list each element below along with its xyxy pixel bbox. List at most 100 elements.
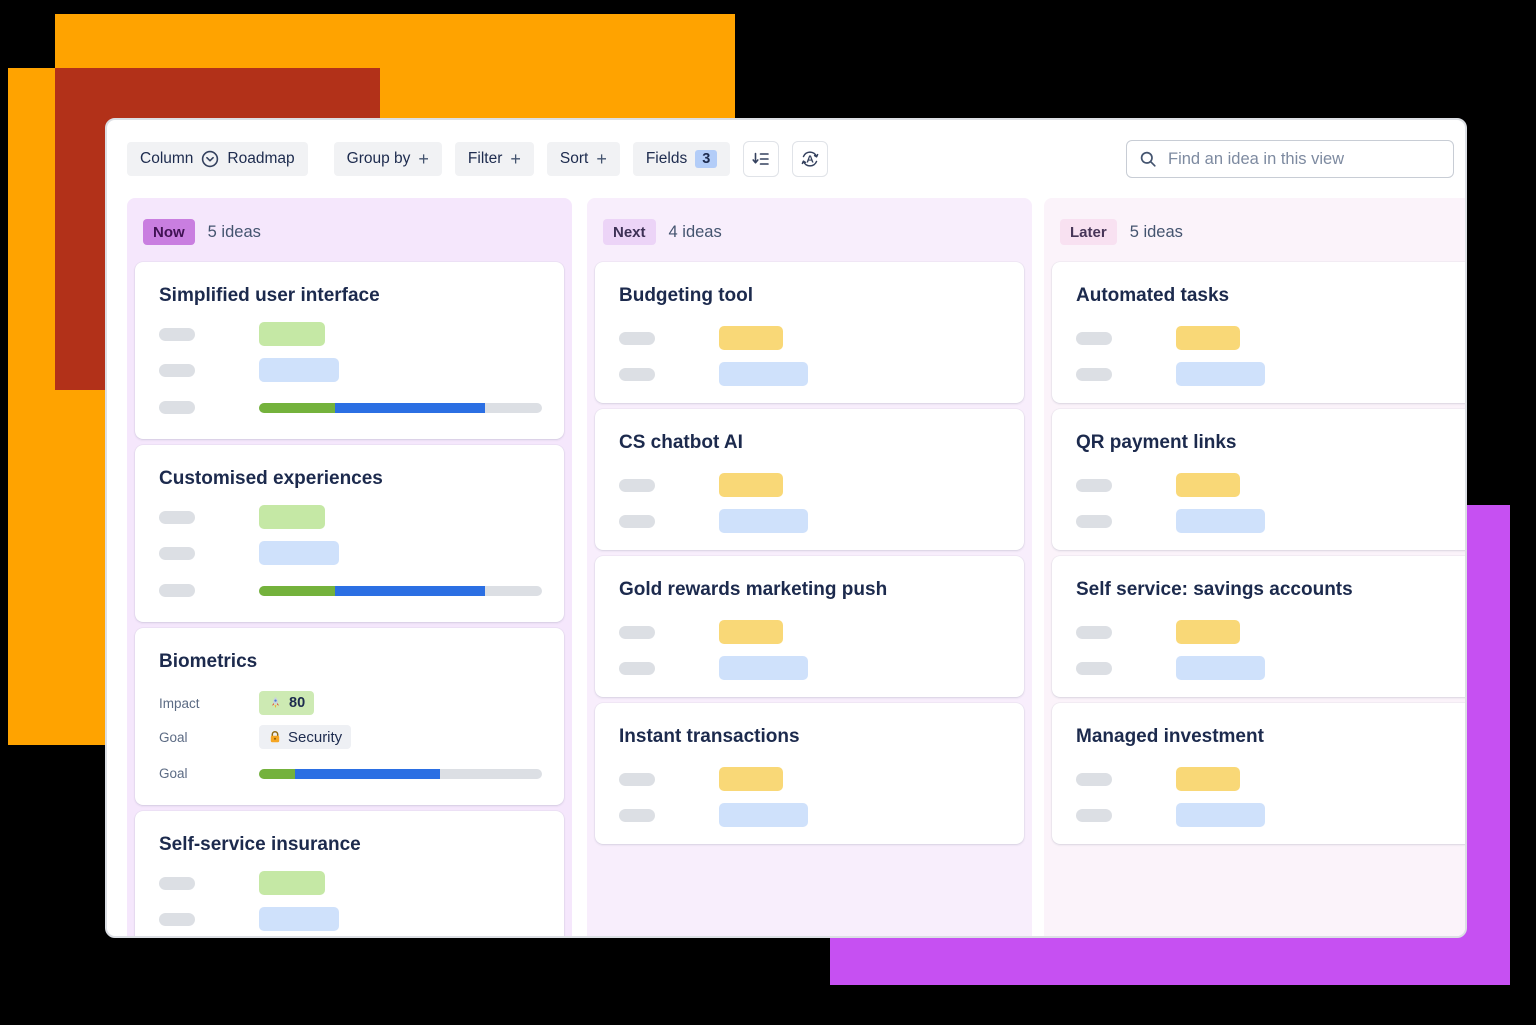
skeleton-row bbox=[159, 505, 540, 529]
field-label-placeholder bbox=[619, 772, 655, 786]
blue-value-pill bbox=[1176, 656, 1265, 680]
alphabetical-sort-button[interactable]: A bbox=[792, 141, 829, 177]
column-header: Now 5 ideas bbox=[127, 198, 572, 262]
idea-card-biometrics[interactable]: Biometrics Impact bbox=[135, 628, 564, 805]
blue-value-pill bbox=[259, 358, 339, 382]
skeleton-row bbox=[619, 767, 1000, 791]
blue-value-pill bbox=[259, 907, 339, 931]
skeleton-row bbox=[619, 362, 1000, 386]
idea-card[interactable]: Automated tasks bbox=[1052, 262, 1465, 403]
idea-title: Simplified user interface bbox=[159, 285, 380, 306]
idea-card[interactable]: Simplified user interface bbox=[135, 262, 564, 439]
idea-card[interactable]: Customised experiences bbox=[135, 445, 564, 622]
field-label-placeholder bbox=[619, 661, 655, 675]
group-by-label: Group by bbox=[346, 150, 411, 167]
goal-badge: Security bbox=[259, 725, 352, 749]
yellow-value-pill bbox=[719, 326, 783, 350]
card-layout-button[interactable] bbox=[743, 141, 780, 177]
fields-button[interactable]: Fields 3 bbox=[632, 142, 731, 176]
column-header: Later 5 ideas bbox=[1044, 198, 1465, 262]
lock-icon bbox=[268, 730, 282, 744]
skeleton-row bbox=[1076, 803, 1457, 827]
rocket-icon bbox=[268, 696, 283, 711]
idea-title: Budgeting tool bbox=[619, 285, 754, 306]
field-label-placeholder bbox=[619, 625, 655, 639]
column-label: Column bbox=[140, 150, 194, 167]
impact-score-badge: 80 bbox=[259, 691, 315, 715]
field-label: Goal bbox=[159, 766, 188, 781]
idea-card[interactable]: Budgeting tool bbox=[595, 262, 1024, 403]
field-label-placeholder bbox=[1076, 367, 1112, 381]
skeleton-row bbox=[159, 322, 540, 346]
blue-value-pill bbox=[1176, 509, 1265, 533]
yellow-value-pill bbox=[1176, 473, 1240, 497]
status-badge-later: Later bbox=[1060, 219, 1117, 245]
row-height-icon bbox=[751, 149, 771, 169]
field-label-placeholder bbox=[159, 327, 195, 341]
green-value-pill bbox=[259, 322, 325, 346]
skeleton-row bbox=[1076, 473, 1457, 497]
field-label-placeholder bbox=[159, 876, 195, 890]
field-row: Goal bbox=[159, 766, 542, 781]
yellow-value-pill bbox=[719, 767, 783, 791]
blue-value-pill bbox=[259, 541, 339, 565]
idea-card[interactable]: CS chatbot AI bbox=[595, 409, 1024, 550]
blue-value-pill bbox=[1176, 803, 1265, 827]
progress-bar bbox=[259, 585, 542, 596]
goal-value: Security bbox=[288, 728, 343, 746]
skeleton-row bbox=[619, 620, 1000, 644]
skeleton-row bbox=[159, 541, 540, 565]
fields-label: Fields bbox=[645, 150, 688, 167]
skeleton-row bbox=[619, 803, 1000, 827]
blue-value-pill bbox=[719, 362, 808, 386]
idea-card[interactable]: Instant transactions bbox=[595, 703, 1024, 844]
idea-title: Gold rewards marketing push bbox=[619, 579, 888, 600]
skeleton-row bbox=[619, 326, 1000, 350]
field-label-placeholder bbox=[619, 478, 655, 492]
group-by-button[interactable]: Group by + bbox=[333, 142, 442, 176]
status-badge-now: Now bbox=[143, 219, 195, 245]
skeleton-row bbox=[1076, 326, 1457, 350]
filter-button[interactable]: Filter + bbox=[454, 142, 534, 176]
search-input[interactable] bbox=[1166, 148, 1441, 170]
blue-value-pill bbox=[719, 509, 808, 533]
idea-card[interactable]: Self service: savings accounts bbox=[1052, 556, 1465, 697]
field-label-placeholder bbox=[1076, 331, 1112, 345]
idea-card[interactable]: Managed investment bbox=[1052, 703, 1465, 844]
field-label-placeholder bbox=[619, 514, 655, 528]
idea-title: Self-service insurance bbox=[159, 834, 361, 855]
field-label-placeholder bbox=[1076, 772, 1112, 786]
plus-icon: + bbox=[418, 149, 429, 169]
deco-orange-rect-left bbox=[8, 68, 55, 745]
field-label-placeholder bbox=[1076, 514, 1112, 528]
skeleton-row bbox=[1076, 362, 1457, 386]
idea-count: 4 ideas bbox=[668, 222, 722, 241]
yellow-value-pill bbox=[1176, 767, 1240, 791]
field-row: Impact 80 bbox=[159, 691, 540, 715]
field-label-placeholder bbox=[1076, 625, 1112, 639]
idea-card[interactable]: QR payment links bbox=[1052, 409, 1465, 550]
column-view-selector[interactable]: Column Roadmap bbox=[127, 142, 308, 176]
column-next: Next 4 ideas Budgeting tool CS chatbot A… bbox=[587, 198, 1032, 936]
sort-button[interactable]: Sort + bbox=[546, 142, 620, 176]
skeleton-row bbox=[1076, 656, 1457, 680]
search-icon bbox=[1139, 150, 1157, 168]
chevron-down-circle-icon bbox=[201, 150, 219, 168]
skeleton-row bbox=[159, 584, 542, 597]
green-value-pill bbox=[259, 871, 325, 895]
idea-card[interactable]: Self-service insurance bbox=[135, 811, 564, 936]
yellow-value-pill bbox=[1176, 620, 1240, 644]
yellow-value-pill bbox=[719, 473, 783, 497]
green-value-pill bbox=[259, 505, 325, 529]
idea-title: QR payment links bbox=[1076, 432, 1237, 453]
idea-title: CS chatbot AI bbox=[619, 432, 743, 453]
field-label-placeholder bbox=[1076, 661, 1112, 675]
progress-bar bbox=[259, 402, 542, 413]
skeleton-row bbox=[1076, 509, 1457, 533]
fields-count-badge: 3 bbox=[695, 150, 718, 168]
idea-card[interactable]: Gold rewards marketing push bbox=[595, 556, 1024, 697]
field-label-placeholder bbox=[159, 401, 195, 414]
search-box[interactable] bbox=[1126, 140, 1454, 178]
field-label: Goal bbox=[159, 729, 188, 745]
status-badge-next: Next bbox=[603, 219, 656, 245]
